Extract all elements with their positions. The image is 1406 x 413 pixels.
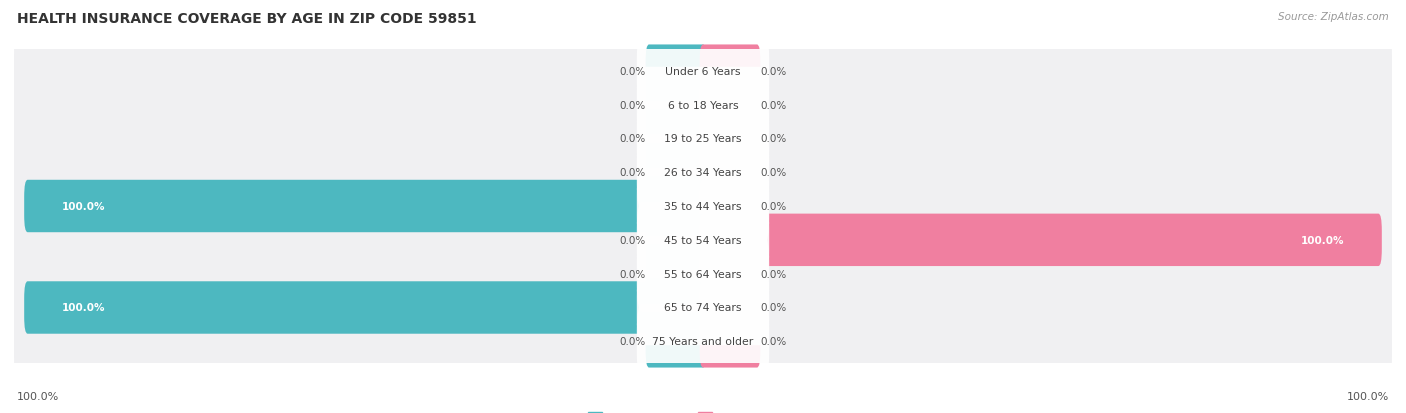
- FancyBboxPatch shape: [645, 45, 706, 97]
- Text: 100.0%: 100.0%: [1301, 235, 1344, 245]
- FancyBboxPatch shape: [14, 174, 1392, 306]
- Text: 0.0%: 0.0%: [761, 269, 787, 279]
- FancyBboxPatch shape: [637, 270, 769, 345]
- Text: 75 Years and older: 75 Years and older: [652, 337, 754, 347]
- Text: HEALTH INSURANCE COVERAGE BY AGE IN ZIP CODE 59851: HEALTH INSURANCE COVERAGE BY AGE IN ZIP …: [17, 12, 477, 26]
- FancyBboxPatch shape: [700, 282, 761, 334]
- FancyBboxPatch shape: [637, 68, 769, 143]
- Text: 0.0%: 0.0%: [761, 100, 787, 110]
- FancyBboxPatch shape: [700, 45, 761, 97]
- FancyBboxPatch shape: [14, 73, 1392, 205]
- FancyBboxPatch shape: [14, 275, 1392, 408]
- Text: 0.0%: 0.0%: [619, 168, 645, 178]
- Legend: With Coverage, Without Coverage: With Coverage, Without Coverage: [583, 408, 823, 413]
- Text: 0.0%: 0.0%: [619, 269, 645, 279]
- Text: 0.0%: 0.0%: [619, 337, 645, 347]
- Text: 0.0%: 0.0%: [619, 100, 645, 110]
- Text: 55 to 64 Years: 55 to 64 Years: [664, 269, 742, 279]
- Text: 26 to 34 Years: 26 to 34 Years: [664, 168, 742, 178]
- Text: 100.0%: 100.0%: [1347, 391, 1389, 401]
- Text: 0.0%: 0.0%: [619, 235, 645, 245]
- FancyBboxPatch shape: [637, 304, 769, 379]
- Text: 6 to 18 Years: 6 to 18 Years: [668, 100, 738, 110]
- FancyBboxPatch shape: [14, 5, 1392, 138]
- FancyBboxPatch shape: [637, 135, 769, 210]
- FancyBboxPatch shape: [637, 236, 769, 312]
- Text: 0.0%: 0.0%: [761, 134, 787, 144]
- FancyBboxPatch shape: [637, 169, 769, 244]
- Text: 0.0%: 0.0%: [619, 134, 645, 144]
- Text: 35 to 44 Years: 35 to 44 Years: [664, 202, 742, 211]
- FancyBboxPatch shape: [645, 214, 706, 266]
- Text: 65 to 74 Years: 65 to 74 Years: [664, 303, 742, 313]
- Text: 100.0%: 100.0%: [17, 391, 59, 401]
- FancyBboxPatch shape: [14, 242, 1392, 374]
- Text: 0.0%: 0.0%: [761, 202, 787, 211]
- Text: 0.0%: 0.0%: [619, 66, 645, 76]
- FancyBboxPatch shape: [14, 39, 1392, 171]
- FancyBboxPatch shape: [700, 180, 761, 233]
- Text: 19 to 25 Years: 19 to 25 Years: [664, 134, 742, 144]
- FancyBboxPatch shape: [645, 79, 706, 131]
- Text: Source: ZipAtlas.com: Source: ZipAtlas.com: [1278, 12, 1389, 22]
- Text: 0.0%: 0.0%: [761, 168, 787, 178]
- FancyBboxPatch shape: [637, 101, 769, 177]
- FancyBboxPatch shape: [24, 180, 706, 233]
- FancyBboxPatch shape: [700, 316, 761, 368]
- Text: 100.0%: 100.0%: [62, 303, 105, 313]
- Text: 100.0%: 100.0%: [62, 202, 105, 211]
- FancyBboxPatch shape: [645, 147, 706, 199]
- Text: Under 6 Years: Under 6 Years: [665, 66, 741, 76]
- Text: 45 to 54 Years: 45 to 54 Years: [664, 235, 742, 245]
- FancyBboxPatch shape: [700, 214, 1382, 266]
- FancyBboxPatch shape: [700, 79, 761, 131]
- FancyBboxPatch shape: [645, 113, 706, 165]
- FancyBboxPatch shape: [645, 316, 706, 368]
- Text: 0.0%: 0.0%: [761, 66, 787, 76]
- FancyBboxPatch shape: [700, 248, 761, 300]
- FancyBboxPatch shape: [700, 147, 761, 199]
- FancyBboxPatch shape: [637, 34, 769, 109]
- FancyBboxPatch shape: [637, 203, 769, 278]
- Text: 0.0%: 0.0%: [761, 303, 787, 313]
- FancyBboxPatch shape: [645, 248, 706, 300]
- FancyBboxPatch shape: [14, 140, 1392, 273]
- FancyBboxPatch shape: [700, 113, 761, 165]
- FancyBboxPatch shape: [14, 107, 1392, 239]
- FancyBboxPatch shape: [24, 282, 706, 334]
- FancyBboxPatch shape: [14, 208, 1392, 340]
- Text: 0.0%: 0.0%: [761, 337, 787, 347]
